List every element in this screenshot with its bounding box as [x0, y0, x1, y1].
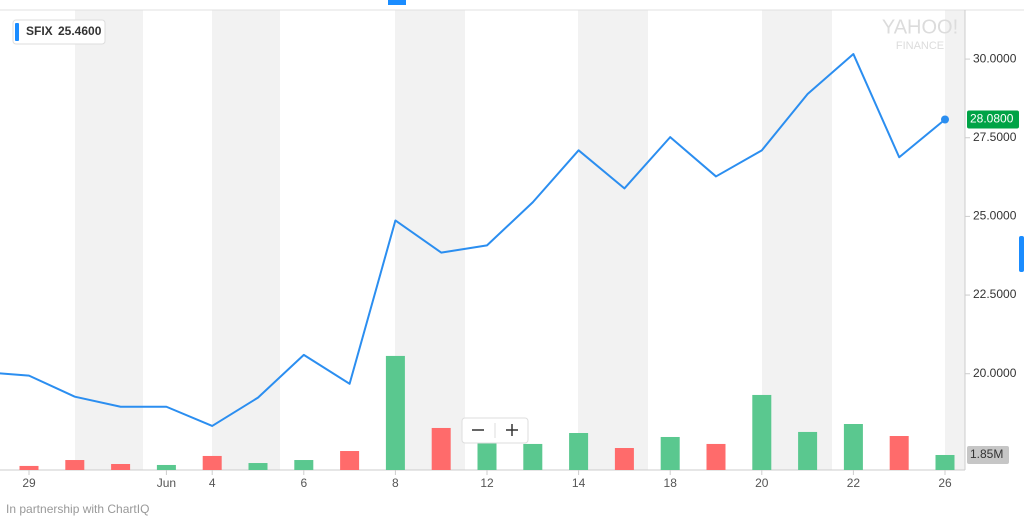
- volume-bar: [752, 394, 772, 470]
- volume-bar: [798, 431, 818, 470]
- footer: In partnership with ChartIQ: [6, 502, 149, 516]
- x-tick-label: 4: [209, 476, 216, 490]
- x-tick-label: Jun: [157, 476, 176, 490]
- y-tick-label: 27.5000: [973, 130, 1017, 144]
- watermark: YAHOO!: [882, 16, 958, 38]
- volume-tag: [967, 445, 1009, 464]
- volume-bar: [156, 464, 176, 470]
- week-band: [762, 10, 832, 470]
- volume-bar: [248, 463, 268, 470]
- y-tick-label: 20.0000: [973, 366, 1017, 380]
- x-tick-label: 8: [392, 476, 399, 490]
- hover-box: [12, 19, 106, 45]
- volume-label: 1.85M: [970, 447, 1003, 461]
- hover-price: 25.4600: [58, 24, 102, 38]
- volume-bar: [523, 443, 543, 470]
- price-line: [0, 53, 946, 427]
- week-bands: [75, 10, 965, 470]
- last-price-tag: [967, 110, 1019, 129]
- week-band: [212, 10, 280, 470]
- volume-bar: [111, 463, 131, 470]
- volume-bar: [385, 355, 405, 470]
- last-point: [941, 115, 949, 124]
- volume-bar: [889, 436, 909, 470]
- x-tick-label: 6: [300, 476, 307, 490]
- week-band: [945, 10, 965, 470]
- y-tick-label: 30.0000: [973, 51, 1017, 65]
- volume-bar: [431, 427, 451, 470]
- symbol: SFIX: [26, 24, 53, 38]
- watermark: FINANCE: [896, 40, 944, 52]
- volume-bar: [477, 440, 497, 470]
- volume-bar: [19, 465, 39, 470]
- x-tick-label: 22: [847, 476, 861, 490]
- x-tick-label: 29: [22, 476, 36, 490]
- volume-bar: [294, 460, 314, 470]
- hover-label: SFIX 25.4600: [12, 19, 106, 45]
- x-tick-label: 18: [664, 476, 678, 490]
- volume-bar: [340, 451, 360, 470]
- series-swatch: [15, 23, 19, 41]
- x-tick-label: 26: [938, 476, 952, 490]
- volume-bars: [19, 355, 955, 470]
- volume-bar: [843, 424, 863, 470]
- volume-bar: [935, 454, 955, 470]
- y-tick-label: 22.5000: [973, 287, 1017, 301]
- side-tab[interactable]: [1019, 236, 1024, 272]
- volume-bar: [569, 433, 589, 470]
- x-tick-label: 14: [572, 476, 586, 490]
- volume-bar: [706, 443, 726, 470]
- x-tick-label: 20: [755, 476, 769, 490]
- x-tick-label: 12: [480, 476, 494, 490]
- volume-bar: [614, 448, 634, 470]
- price-line: [0, 53, 946, 427]
- zoom-controls: [461, 417, 529, 444]
- week-band: [578, 10, 648, 470]
- last-price-label: 28.0800: [970, 112, 1014, 126]
- y-tick-label: 25.0000: [973, 209, 1017, 223]
- volume-bar: [202, 455, 222, 470]
- active-tab-indicator[interactable]: [388, 0, 406, 5]
- week-band: [75, 10, 143, 470]
- volume-bar: [660, 436, 680, 470]
- week-band: [395, 10, 465, 470]
- volume-bar: [65, 460, 85, 470]
